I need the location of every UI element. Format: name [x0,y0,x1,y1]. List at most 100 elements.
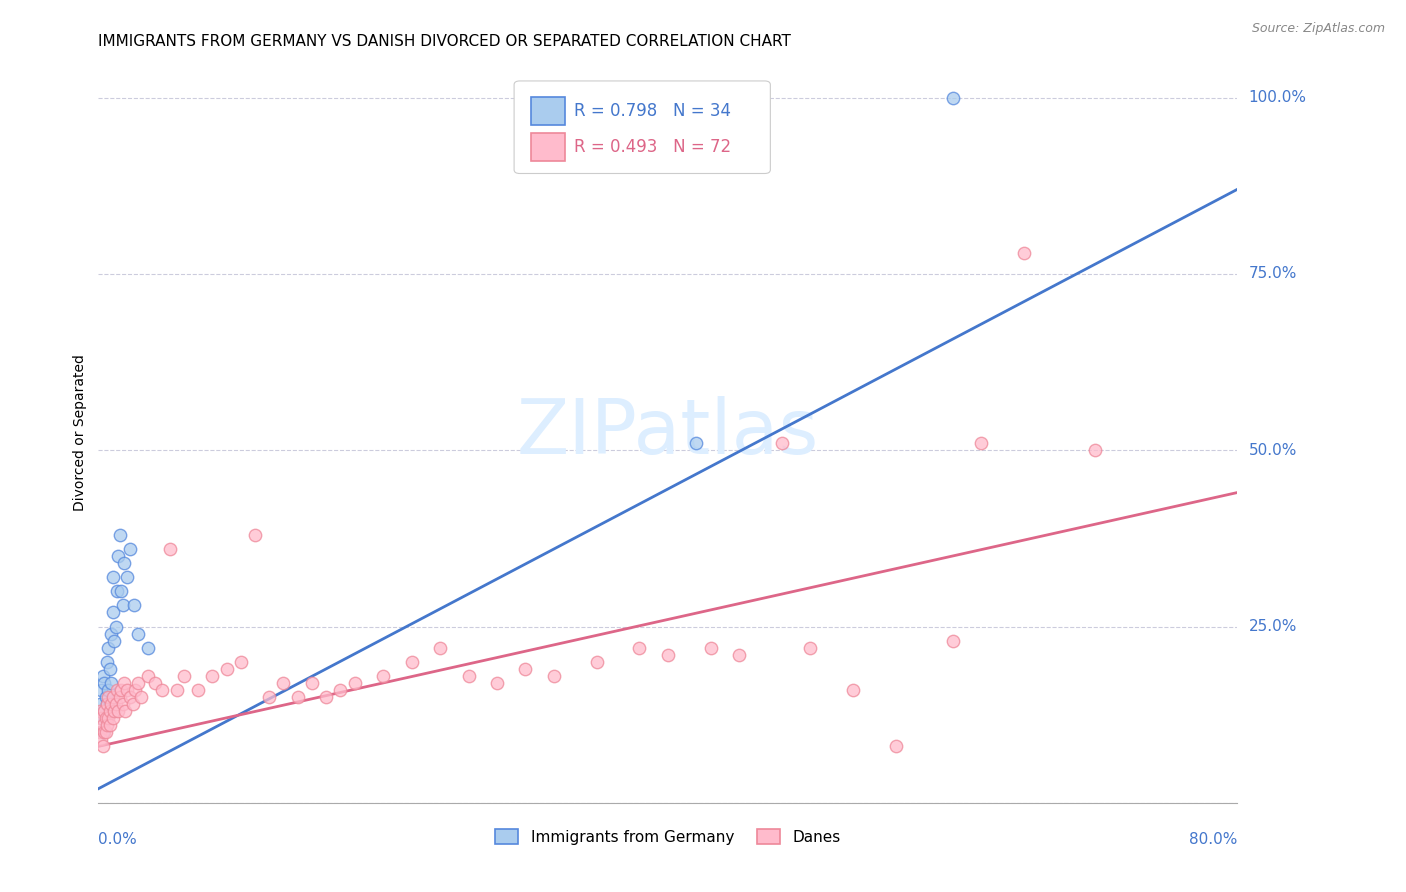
Text: 50.0%: 50.0% [1249,442,1296,458]
Point [93,704,115,718]
Text: 100.0%: 100.0% [1249,90,1306,105]
Point [201,669,224,683]
Point [96,697,118,711]
Point [215,662,238,676]
Point [942,633,965,648]
Point [98,704,121,718]
FancyBboxPatch shape [531,133,565,161]
Point [97,711,120,725]
Point [91,669,114,683]
Point [94,725,117,739]
Point [96,697,118,711]
Point [103,704,125,718]
Point [115,683,138,698]
Point [884,739,907,754]
Point [97,690,120,704]
Point [93,704,115,718]
Text: IMMIGRANTS FROM GERMANY VS DANISH DIVORCED OR SEPARATED CORRELATION CHART: IMMIGRANTS FROM GERMANY VS DANISH DIVORC… [98,34,792,49]
Point [842,683,865,698]
Point [115,570,138,584]
Text: 25.0%: 25.0% [1249,619,1296,634]
Point [243,528,266,542]
Point [136,640,159,655]
Point [114,704,136,718]
Point [585,655,607,669]
Point [110,683,132,698]
Point [104,619,127,633]
Point [112,676,135,690]
Point [159,541,181,556]
Point [166,683,188,698]
Point [93,725,115,739]
Point [91,739,114,754]
Point [105,683,128,698]
Point [97,640,120,655]
Point [273,676,295,690]
Point [103,633,125,648]
Point [111,697,134,711]
Point [89,697,111,711]
Point [108,528,131,542]
Point [457,669,479,683]
Text: 80.0%: 80.0% [1189,832,1237,847]
Point [429,640,451,655]
Point [89,725,111,739]
Point [173,669,195,683]
Point [111,599,134,613]
Point [91,725,114,739]
Point [90,683,112,698]
Point [229,655,252,669]
Point [110,584,132,599]
Point [101,690,124,704]
Point [89,704,111,718]
Point [122,599,145,613]
Point [343,676,366,690]
Text: 75.0%: 75.0% [1249,267,1296,282]
Point [105,584,128,599]
Point [94,690,117,704]
Text: 0.0%: 0.0% [98,832,138,847]
Point [301,676,323,690]
Text: R = 0.798   N = 34: R = 0.798 N = 34 [575,103,731,120]
FancyBboxPatch shape [531,97,565,126]
Text: ZIPatlas: ZIPatlas [516,396,820,469]
Point [287,690,309,704]
Point [685,436,707,450]
Point [628,640,651,655]
Y-axis label: Divorced or Separated: Divorced or Separated [73,354,87,511]
Point [329,683,352,698]
Point [98,718,121,732]
Point [100,626,122,640]
Text: R = 0.493   N = 72: R = 0.493 N = 72 [575,138,731,156]
Point [799,640,821,655]
Point [486,676,509,690]
Point [942,91,965,105]
Point [96,655,118,669]
Point [101,606,124,620]
Point [373,669,395,683]
Point [187,683,209,698]
Point [515,662,537,676]
Point [127,676,149,690]
FancyBboxPatch shape [515,81,770,173]
Point [728,648,751,662]
Point [699,640,721,655]
Point [1012,245,1035,260]
Point [101,711,124,725]
Point [145,676,167,690]
Point [118,541,141,556]
Point [90,711,112,725]
Point [93,676,115,690]
Point [657,648,679,662]
Point [98,662,121,676]
Point [94,711,117,725]
Point [101,570,124,584]
Point [127,626,149,640]
Point [136,669,159,683]
Point [94,711,117,725]
Point [1084,443,1107,458]
Point [91,718,114,732]
Point [90,732,112,747]
Point [100,697,122,711]
Point [543,669,565,683]
